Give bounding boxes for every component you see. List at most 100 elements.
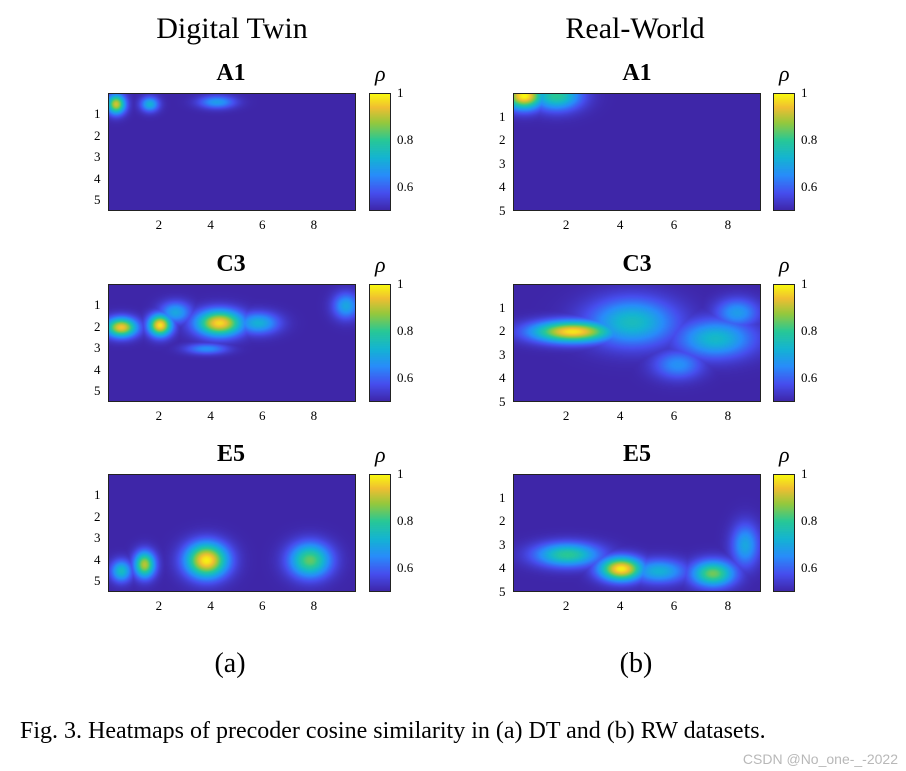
y-tick-label: 2 <box>499 513 506 529</box>
x-tick-label: 4 <box>207 598 214 613</box>
colorbar-tick-label: 1 <box>801 276 808 291</box>
colorbar-tick-label: 0.6 <box>397 560 414 576</box>
y-tick-label: 5 <box>94 192 101 208</box>
colorbar <box>369 93 391 211</box>
heatmap-e5-dt <box>108 474 356 592</box>
plot-frame <box>108 474 356 592</box>
colorbar-tick-label: 0.6 <box>397 370 414 386</box>
colorbar-tick-label: 1 <box>397 276 404 291</box>
figure-caption: Fig. 3. Heatmaps of precoder cosine simi… <box>20 718 766 744</box>
colorbar <box>369 284 391 402</box>
x-tick-label: 8 <box>310 408 318 423</box>
y-tick-label: 4 <box>94 361 101 377</box>
y-tick-label: 1 <box>94 297 101 313</box>
heatmap-a1-dt <box>108 93 356 211</box>
y-tick-label: 1 <box>499 299 506 315</box>
heatmap-c3-rw <box>513 284 761 402</box>
y-tick-label: 1 <box>499 489 506 505</box>
x-tick-label: 6 <box>670 598 678 613</box>
y-tick-label: 3 <box>499 155 506 171</box>
x-tick-label: 8 <box>724 217 732 232</box>
x-tick-label: 6 <box>259 598 266 613</box>
colorbar-tick-label: 0.8 <box>397 323 414 339</box>
colorbar-tick-label: 0.8 <box>801 132 818 148</box>
plot-frame <box>513 284 761 402</box>
y-tick-label: 4 <box>499 370 506 386</box>
panel-title: A1 <box>216 60 246 86</box>
x-tick-label: 4 <box>616 408 624 423</box>
colorbar-frame <box>369 284 391 402</box>
y-tick-label: 3 <box>94 340 101 356</box>
panel-title: E5 <box>216 441 245 467</box>
y-tick-label: 4 <box>94 170 101 186</box>
x-tick-label: 2 <box>155 217 163 232</box>
x-tick-label: 2 <box>562 408 570 423</box>
y-tick-label: 4 <box>94 551 101 567</box>
x-tick-label: 2 <box>155 408 163 423</box>
x-tick-label: 8 <box>310 217 318 232</box>
y-tick-label: 2 <box>94 318 101 334</box>
colorbar <box>773 284 795 402</box>
plot-frame <box>108 284 356 402</box>
y-tick-label: 1 <box>499 108 506 124</box>
plot-frame <box>108 93 356 211</box>
colorbar-tick-label: 1 <box>397 466 404 481</box>
plot-frame <box>513 93 761 211</box>
column-title-digital-twin: Digital Twin <box>156 12 308 45</box>
y-tick-label: 3 <box>499 536 506 552</box>
panel-title: C3 <box>216 251 246 277</box>
y-tick-label: 3 <box>94 530 101 546</box>
y-tick-label: 2 <box>94 508 101 524</box>
colorbar-label: ρ <box>779 442 790 467</box>
colorbar-tick-label: 0.6 <box>801 179 818 195</box>
y-tick-label: 1 <box>94 106 101 122</box>
y-tick-label: 3 <box>94 149 101 165</box>
x-tick-label: 6 <box>259 217 266 232</box>
y-tick-label: 5 <box>499 584 506 599</box>
x-tick-label: 4 <box>616 598 624 613</box>
colorbar-frame <box>773 284 795 402</box>
y-tick-label: 5 <box>499 394 506 409</box>
x-tick-label: 6 <box>259 408 266 423</box>
x-tick-label: 6 <box>670 217 678 232</box>
colorbar-frame <box>773 474 795 592</box>
panel-title: E5 <box>622 441 651 467</box>
colorbar-tick-label: 1 <box>397 85 404 100</box>
colorbar-label: ρ <box>779 61 790 86</box>
colorbar-tick-label: 0.6 <box>801 560 818 576</box>
colorbar-label: ρ <box>375 252 386 277</box>
watermark: CSDN @No_one-_-2022 <box>742 751 898 767</box>
colorbar <box>773 474 795 592</box>
colorbar-frame <box>369 93 391 211</box>
panel-title: C3 <box>622 251 652 277</box>
colorbar-label: ρ <box>375 442 386 467</box>
column-title-real-world: Real-World <box>565 12 705 45</box>
y-tick-label: 5 <box>499 203 506 218</box>
y-tick-label: 3 <box>499 346 506 362</box>
x-tick-label: 4 <box>207 408 214 423</box>
panel-title: A1 <box>622 60 652 86</box>
colorbar-tick-label: 0.6 <box>801 370 818 386</box>
x-tick-label: 2 <box>562 217 570 232</box>
x-tick-label: 2 <box>155 598 163 613</box>
colorbar-label: ρ <box>779 252 790 277</box>
colorbar-tick-label: 0.6 <box>397 179 414 195</box>
x-tick-label: 8 <box>724 408 732 423</box>
heatmap-c3-dt <box>108 284 356 402</box>
y-tick-label: 4 <box>499 560 506 576</box>
x-tick-label: 4 <box>207 217 214 232</box>
y-tick-label: 5 <box>94 573 101 589</box>
sublabel-b: (b) <box>619 648 653 679</box>
colorbar-tick-label: 0.8 <box>801 513 818 529</box>
x-tick-label: 2 <box>562 598 570 613</box>
colorbar-label: ρ <box>375 61 386 86</box>
colorbar-frame <box>369 474 391 592</box>
y-tick-label: 4 <box>499 179 506 195</box>
y-tick-label: 2 <box>94 127 101 143</box>
heatmap-a1-rw <box>513 93 761 211</box>
y-tick-label: 1 <box>94 487 101 503</box>
x-tick-label: 4 <box>616 217 624 232</box>
sublabel-a: (a) <box>214 648 246 679</box>
colorbar-tick-label: 1 <box>801 466 808 481</box>
colorbar-frame <box>773 93 795 211</box>
